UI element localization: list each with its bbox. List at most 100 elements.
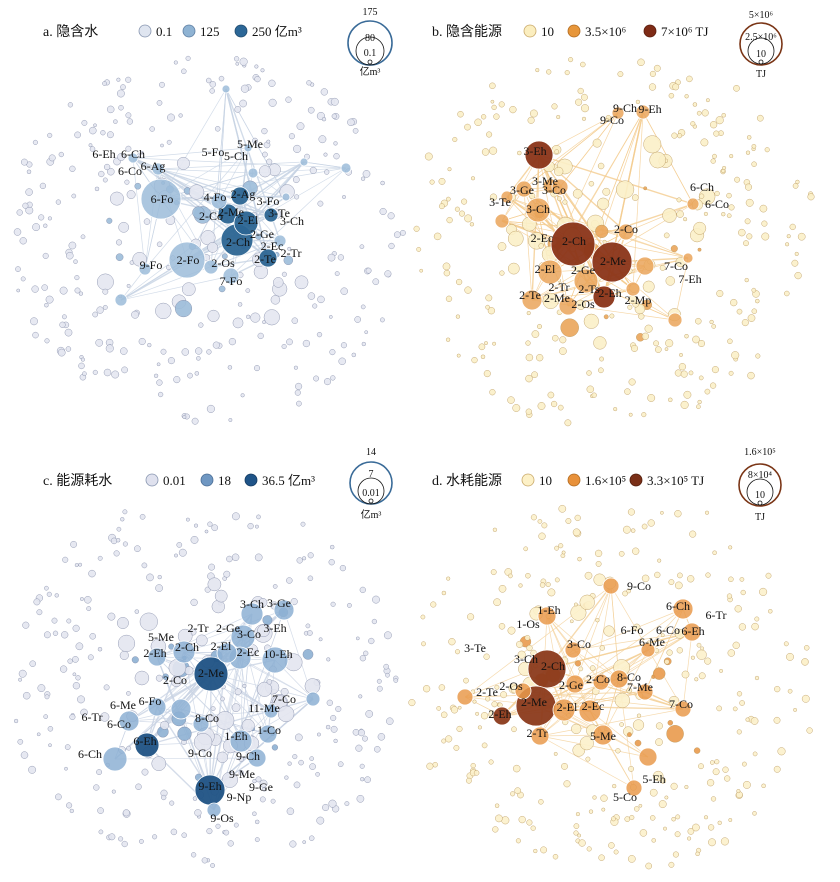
network-node: [489, 146, 498, 155]
network-node: [273, 277, 284, 288]
network-node: [324, 169, 330, 175]
network-node: [122, 541, 128, 547]
panel-c-legend: 0.01 18 36.5 亿m³: [145, 473, 315, 488]
network-node: [59, 665, 68, 673]
size-scale-small-label: 10: [756, 49, 766, 60]
node-label: 6-Ch: [121, 147, 145, 161]
network-node: [67, 658, 73, 664]
network-node: [363, 650, 369, 656]
network-node: [107, 131, 114, 139]
node-label: 6-Me: [110, 698, 136, 712]
network-node: [421, 641, 426, 647]
network-hub-node: [118, 710, 140, 732]
network-node: [328, 315, 333, 319]
node-label: 3-Co: [237, 627, 261, 641]
network-hub-node: [170, 698, 192, 720]
network-node: [751, 161, 757, 167]
network-node: [317, 295, 325, 304]
network-node: [134, 545, 141, 553]
network-node: [359, 586, 366, 594]
network-node: [732, 706, 738, 712]
network-node: [191, 417, 199, 425]
network-node: [707, 824, 715, 831]
panel-a-title: a. 隐含水: [43, 24, 98, 40]
network-node: [631, 528, 636, 533]
network-node: [670, 782, 678, 790]
network-node: [122, 509, 128, 515]
network-node: [712, 153, 717, 159]
network-node: [712, 768, 720, 776]
network-node: [26, 169, 32, 175]
network-node: [474, 118, 482, 127]
size-scale-mid-label: 7: [369, 469, 374, 480]
size-scale-mid-circle: [357, 477, 385, 505]
network-node: [680, 400, 689, 409]
network-node: [15, 266, 21, 272]
network-node: [96, 769, 103, 775]
network-node: [729, 154, 734, 159]
network-node: [745, 717, 750, 722]
network-node: [29, 660, 36, 667]
node-label: 9-Np: [227, 790, 252, 804]
network-node: [537, 324, 543, 330]
network-node: [578, 839, 586, 847]
network-node: [433, 232, 442, 241]
node-label: 1-Eh: [224, 729, 247, 743]
network-node: [420, 614, 426, 620]
network-node: [564, 419, 572, 427]
network-node: [709, 319, 714, 325]
network-node: [195, 347, 203, 355]
network-node: [167, 113, 175, 122]
network-node: [18, 669, 27, 678]
network-node: [483, 653, 490, 660]
legend-label-mid: 125: [200, 24, 220, 39]
network-node: [14, 718, 19, 724]
network-node: [454, 206, 460, 212]
network-node: [698, 193, 705, 199]
node-label: 6-Fo: [151, 192, 174, 206]
network-node: [88, 143, 93, 148]
network-node: [191, 852, 197, 858]
network-node: [745, 198, 754, 207]
network-node: [78, 562, 83, 567]
network-node: [457, 705, 462, 710]
network-node: [125, 112, 132, 119]
legend-swatch-high: [234, 24, 248, 38]
network-node: [28, 765, 36, 774]
network-node: [47, 216, 52, 221]
node-label: 2-Ge: [216, 621, 240, 635]
network-node: [295, 382, 303, 390]
network-node: [530, 109, 538, 118]
network-node: [120, 347, 128, 355]
network-hub-node: [635, 256, 655, 276]
network-node: [542, 292, 559, 309]
network-hub-node: [456, 688, 474, 706]
network-node: [585, 756, 591, 762]
network-node: [665, 339, 674, 348]
network-node: [500, 691, 507, 699]
network-node: [653, 64, 661, 72]
network-node: [41, 284, 48, 291]
network-hub-node: [210, 192, 228, 210]
network-node: [304, 678, 321, 694]
network-edge: [546, 615, 620, 680]
network-node: [98, 170, 105, 178]
network-node: [158, 391, 164, 398]
node-label: 10-Eh: [263, 647, 292, 661]
network-node: [309, 763, 316, 770]
network-node: [190, 598, 198, 607]
network-node: [666, 649, 673, 656]
network-node: [470, 762, 476, 769]
network-node: [515, 838, 521, 844]
network-node: [467, 613, 475, 621]
network-node: [119, 650, 129, 660]
network-node: [146, 573, 154, 582]
network-node: [550, 400, 558, 408]
node-label: 2-Ch: [541, 659, 565, 673]
network-node: [174, 300, 192, 318]
network-node: [126, 691, 131, 696]
network-node: [525, 573, 531, 579]
network-node: [43, 714, 49, 719]
network-node: [698, 672, 706, 680]
